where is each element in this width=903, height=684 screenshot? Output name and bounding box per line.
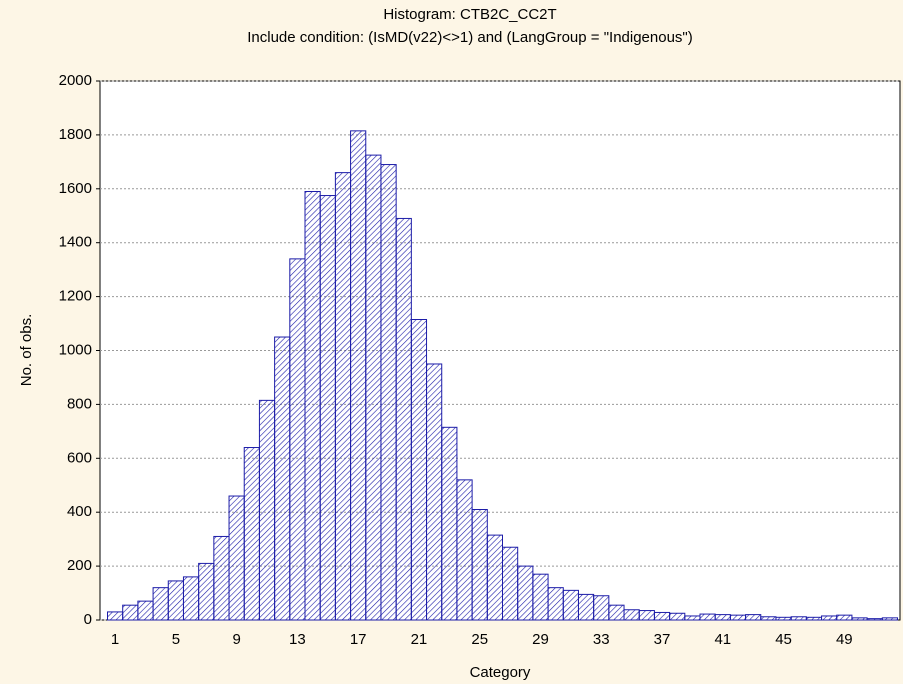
bar: [775, 616, 792, 621]
bar: [137, 600, 154, 621]
bar: [699, 613, 716, 621]
x-tick-label: 17: [350, 631, 367, 648]
y-tick-label: 1000: [59, 341, 92, 358]
bar: [714, 614, 731, 621]
y-tick-label: 800: [67, 395, 92, 412]
bar: [152, 587, 169, 621]
bar: [684, 615, 701, 621]
bar: [380, 164, 397, 621]
bar: [289, 258, 306, 621]
bar: [274, 336, 291, 621]
bar: [426, 363, 443, 621]
bar: [107, 611, 124, 621]
bar: [304, 190, 321, 621]
bar: [729, 614, 747, 621]
bar: [669, 612, 686, 621]
x-tick-label: 9: [232, 631, 240, 648]
x-tick-label: 25: [471, 631, 488, 648]
y-tick-label: 200: [67, 557, 92, 574]
bar: [502, 546, 519, 621]
bar: [243, 447, 260, 621]
bar: [182, 576, 200, 621]
x-tick-label: 45: [775, 631, 792, 648]
x-tick-label: 41: [714, 631, 731, 648]
x-tick-label: 33: [593, 631, 610, 648]
bar: [532, 573, 549, 621]
y-tick-label: 2000: [59, 72, 92, 89]
x-tick-label: 5: [172, 631, 180, 648]
bar: [805, 616, 823, 621]
bar: [198, 562, 215, 621]
y-tick-label: 0: [84, 611, 92, 628]
y-tick-label: 1400: [59, 234, 92, 251]
bar: [562, 589, 579, 621]
bar: [881, 617, 898, 621]
bar: [456, 479, 473, 621]
bar: [836, 614, 853, 621]
bar: [228, 495, 245, 621]
bar: [638, 610, 655, 621]
bar: [745, 614, 762, 621]
y-tick-label: 600: [67, 449, 92, 466]
y-tick-label: 400: [67, 503, 92, 520]
bar: [623, 609, 640, 621]
x-tick-label: 29: [532, 631, 549, 648]
bar: [410, 319, 428, 621]
x-tick-label: 49: [836, 631, 853, 648]
y-axis-label: No. of obs.: [18, 314, 35, 387]
bar: [486, 534, 503, 621]
bar: [760, 616, 777, 621]
y-tick-label: 1800: [59, 126, 92, 143]
y-tick-label: 1600: [59, 180, 92, 197]
bar: [577, 593, 595, 621]
chart-subtitle: Include condition: (IsMD(v22)<>1) and (L…: [247, 29, 693, 46]
bar: [213, 535, 230, 621]
bar: [258, 399, 276, 621]
bar: [821, 615, 838, 621]
bar: [167, 580, 184, 621]
bar: [471, 509, 488, 621]
bar: [441, 426, 458, 621]
x-tick-label: 37: [654, 631, 671, 648]
bar: [547, 587, 564, 621]
bar: [851, 617, 868, 621]
x-tick-label: 13: [289, 631, 306, 648]
bar: [653, 611, 671, 621]
bar: [790, 616, 807, 621]
bar: [350, 130, 367, 621]
bar: [593, 595, 610, 621]
bar: [365, 154, 382, 621]
bar: [334, 172, 352, 621]
bar: [395, 217, 412, 621]
x-tick-label: 1: [111, 631, 119, 648]
bar: [319, 195, 336, 621]
chart-title: Histogram: CTB2C_CC2T: [383, 6, 556, 23]
bar: [608, 604, 625, 621]
y-tick-label: 1200: [59, 288, 92, 305]
bar: [122, 604, 139, 621]
x-axis-label: Category: [470, 664, 531, 681]
bar: [866, 618, 883, 621]
x-tick-label: 21: [411, 631, 428, 648]
bar: [517, 565, 534, 621]
